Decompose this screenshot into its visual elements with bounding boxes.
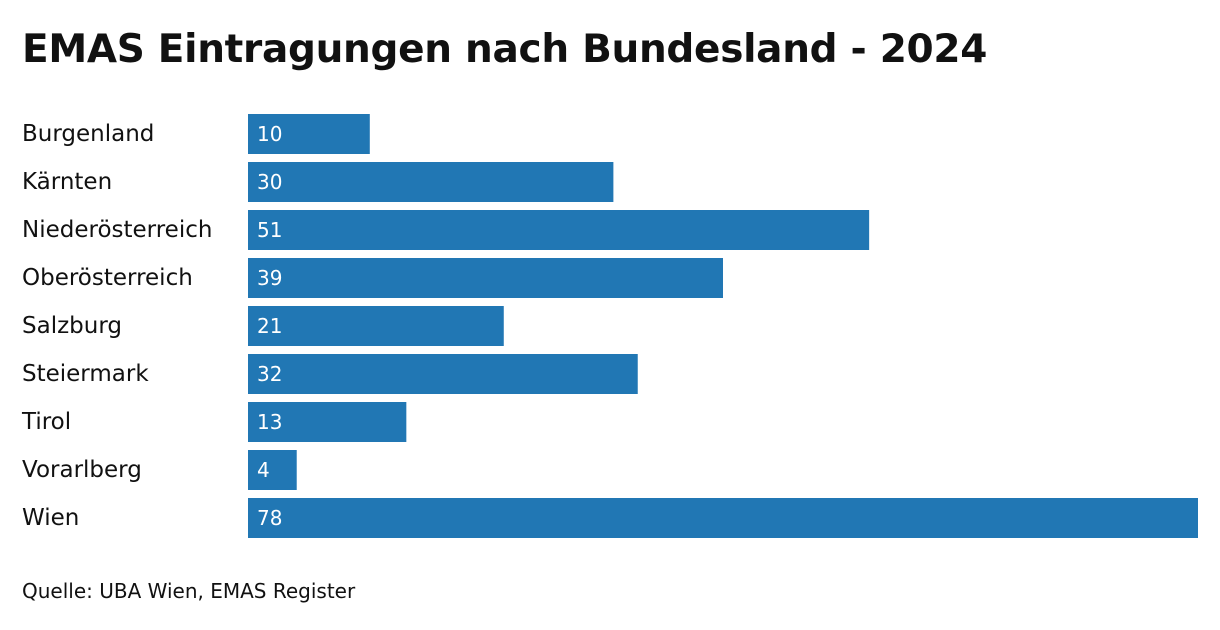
bar bbox=[248, 258, 723, 298]
source-note: Quelle: UBA Wien, EMAS Register bbox=[22, 579, 356, 603]
bar bbox=[248, 354, 638, 394]
category-label: Tirol bbox=[21, 409, 71, 435]
bar-value-label: 13 bbox=[257, 410, 282, 434]
bar-value-label: 10 bbox=[257, 122, 282, 146]
bar bbox=[248, 306, 504, 346]
bar bbox=[248, 114, 370, 154]
bar-value-label: 39 bbox=[257, 266, 282, 290]
category-label: Vorarlberg bbox=[22, 457, 142, 483]
bar-value-label: 78 bbox=[257, 506, 282, 530]
bar bbox=[248, 498, 1198, 538]
category-label: Steiermark bbox=[22, 361, 149, 387]
bar bbox=[248, 162, 614, 202]
bar bbox=[248, 210, 870, 250]
bar-value-label: 51 bbox=[257, 218, 282, 242]
category-label: Salzburg bbox=[22, 313, 122, 339]
bar-value-label: 21 bbox=[257, 314, 282, 338]
bar bbox=[248, 402, 407, 442]
category-labels: Burgenland Kärnten Niederösterreich Oberöst… bbox=[21, 121, 212, 531]
category-label: Oberösterreich bbox=[22, 265, 193, 291]
chart-title: EMAS Eintragungen nach Bundesland - 2024 bbox=[22, 27, 988, 72]
bars bbox=[248, 114, 1198, 538]
category-label: Burgenland bbox=[22, 121, 154, 147]
category-label: Niederösterreich bbox=[22, 217, 212, 243]
bar-value-label: 32 bbox=[257, 362, 282, 386]
bar-value-label: 4 bbox=[257, 458, 270, 482]
bar-value-label: 30 bbox=[257, 170, 282, 194]
bar bbox=[248, 450, 297, 490]
category-label: Wien bbox=[22, 505, 79, 531]
category-label: Kärnten bbox=[22, 169, 112, 195]
value-labels: 10 30 51 39 21 32 13 4 78 bbox=[257, 122, 282, 530]
